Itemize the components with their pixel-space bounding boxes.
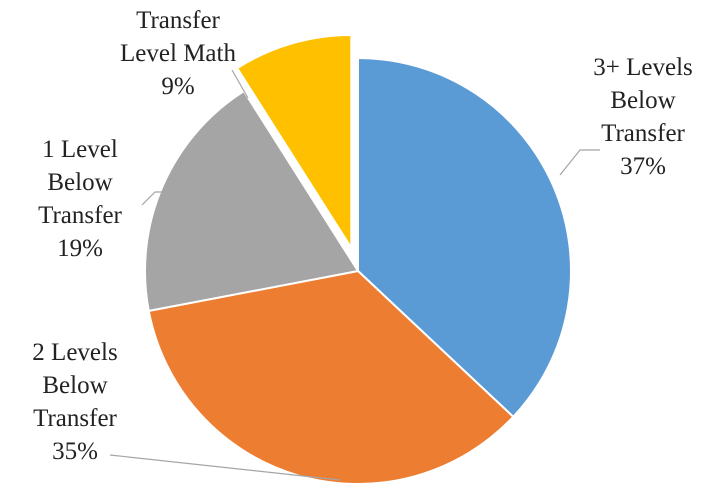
label-line: Transfer xyxy=(601,120,685,147)
label-line: 3+ Levels xyxy=(593,54,693,81)
leader-line xyxy=(231,69,249,99)
leader-line xyxy=(109,454,341,481)
leader-line xyxy=(559,149,600,176)
category-label: 2 Levels Below Transfer xyxy=(32,339,117,432)
value-label: 19% xyxy=(57,235,103,262)
label-line: Transfer xyxy=(136,7,220,34)
label-line: Transfer xyxy=(33,405,117,432)
label-line: Below xyxy=(610,87,675,114)
category-label: 3+ Levels Below Transfer xyxy=(593,54,693,147)
pie-slice xyxy=(144,89,360,313)
category-label: Transfer Level Math xyxy=(120,7,236,67)
leader-line xyxy=(141,191,165,206)
pie-slice xyxy=(357,56,572,419)
labels: 3+ Levels Below Transfer 37% 2 Levels Below Tr… xyxy=(32,7,692,465)
label-line: Transfer xyxy=(38,202,122,229)
category-label: 1 Level Below Transfer xyxy=(38,136,122,229)
label-line: Below xyxy=(47,169,112,196)
label-line: Level Math xyxy=(120,40,236,67)
value-label: 9% xyxy=(161,73,194,100)
pie-slice xyxy=(235,33,353,252)
value-label: 37% xyxy=(620,153,666,180)
slices xyxy=(144,33,572,485)
label-line: Below xyxy=(42,372,107,399)
label-line: 1 Level xyxy=(42,136,118,163)
label-line: 2 Levels xyxy=(32,339,117,366)
value-label: 35% xyxy=(52,438,98,465)
